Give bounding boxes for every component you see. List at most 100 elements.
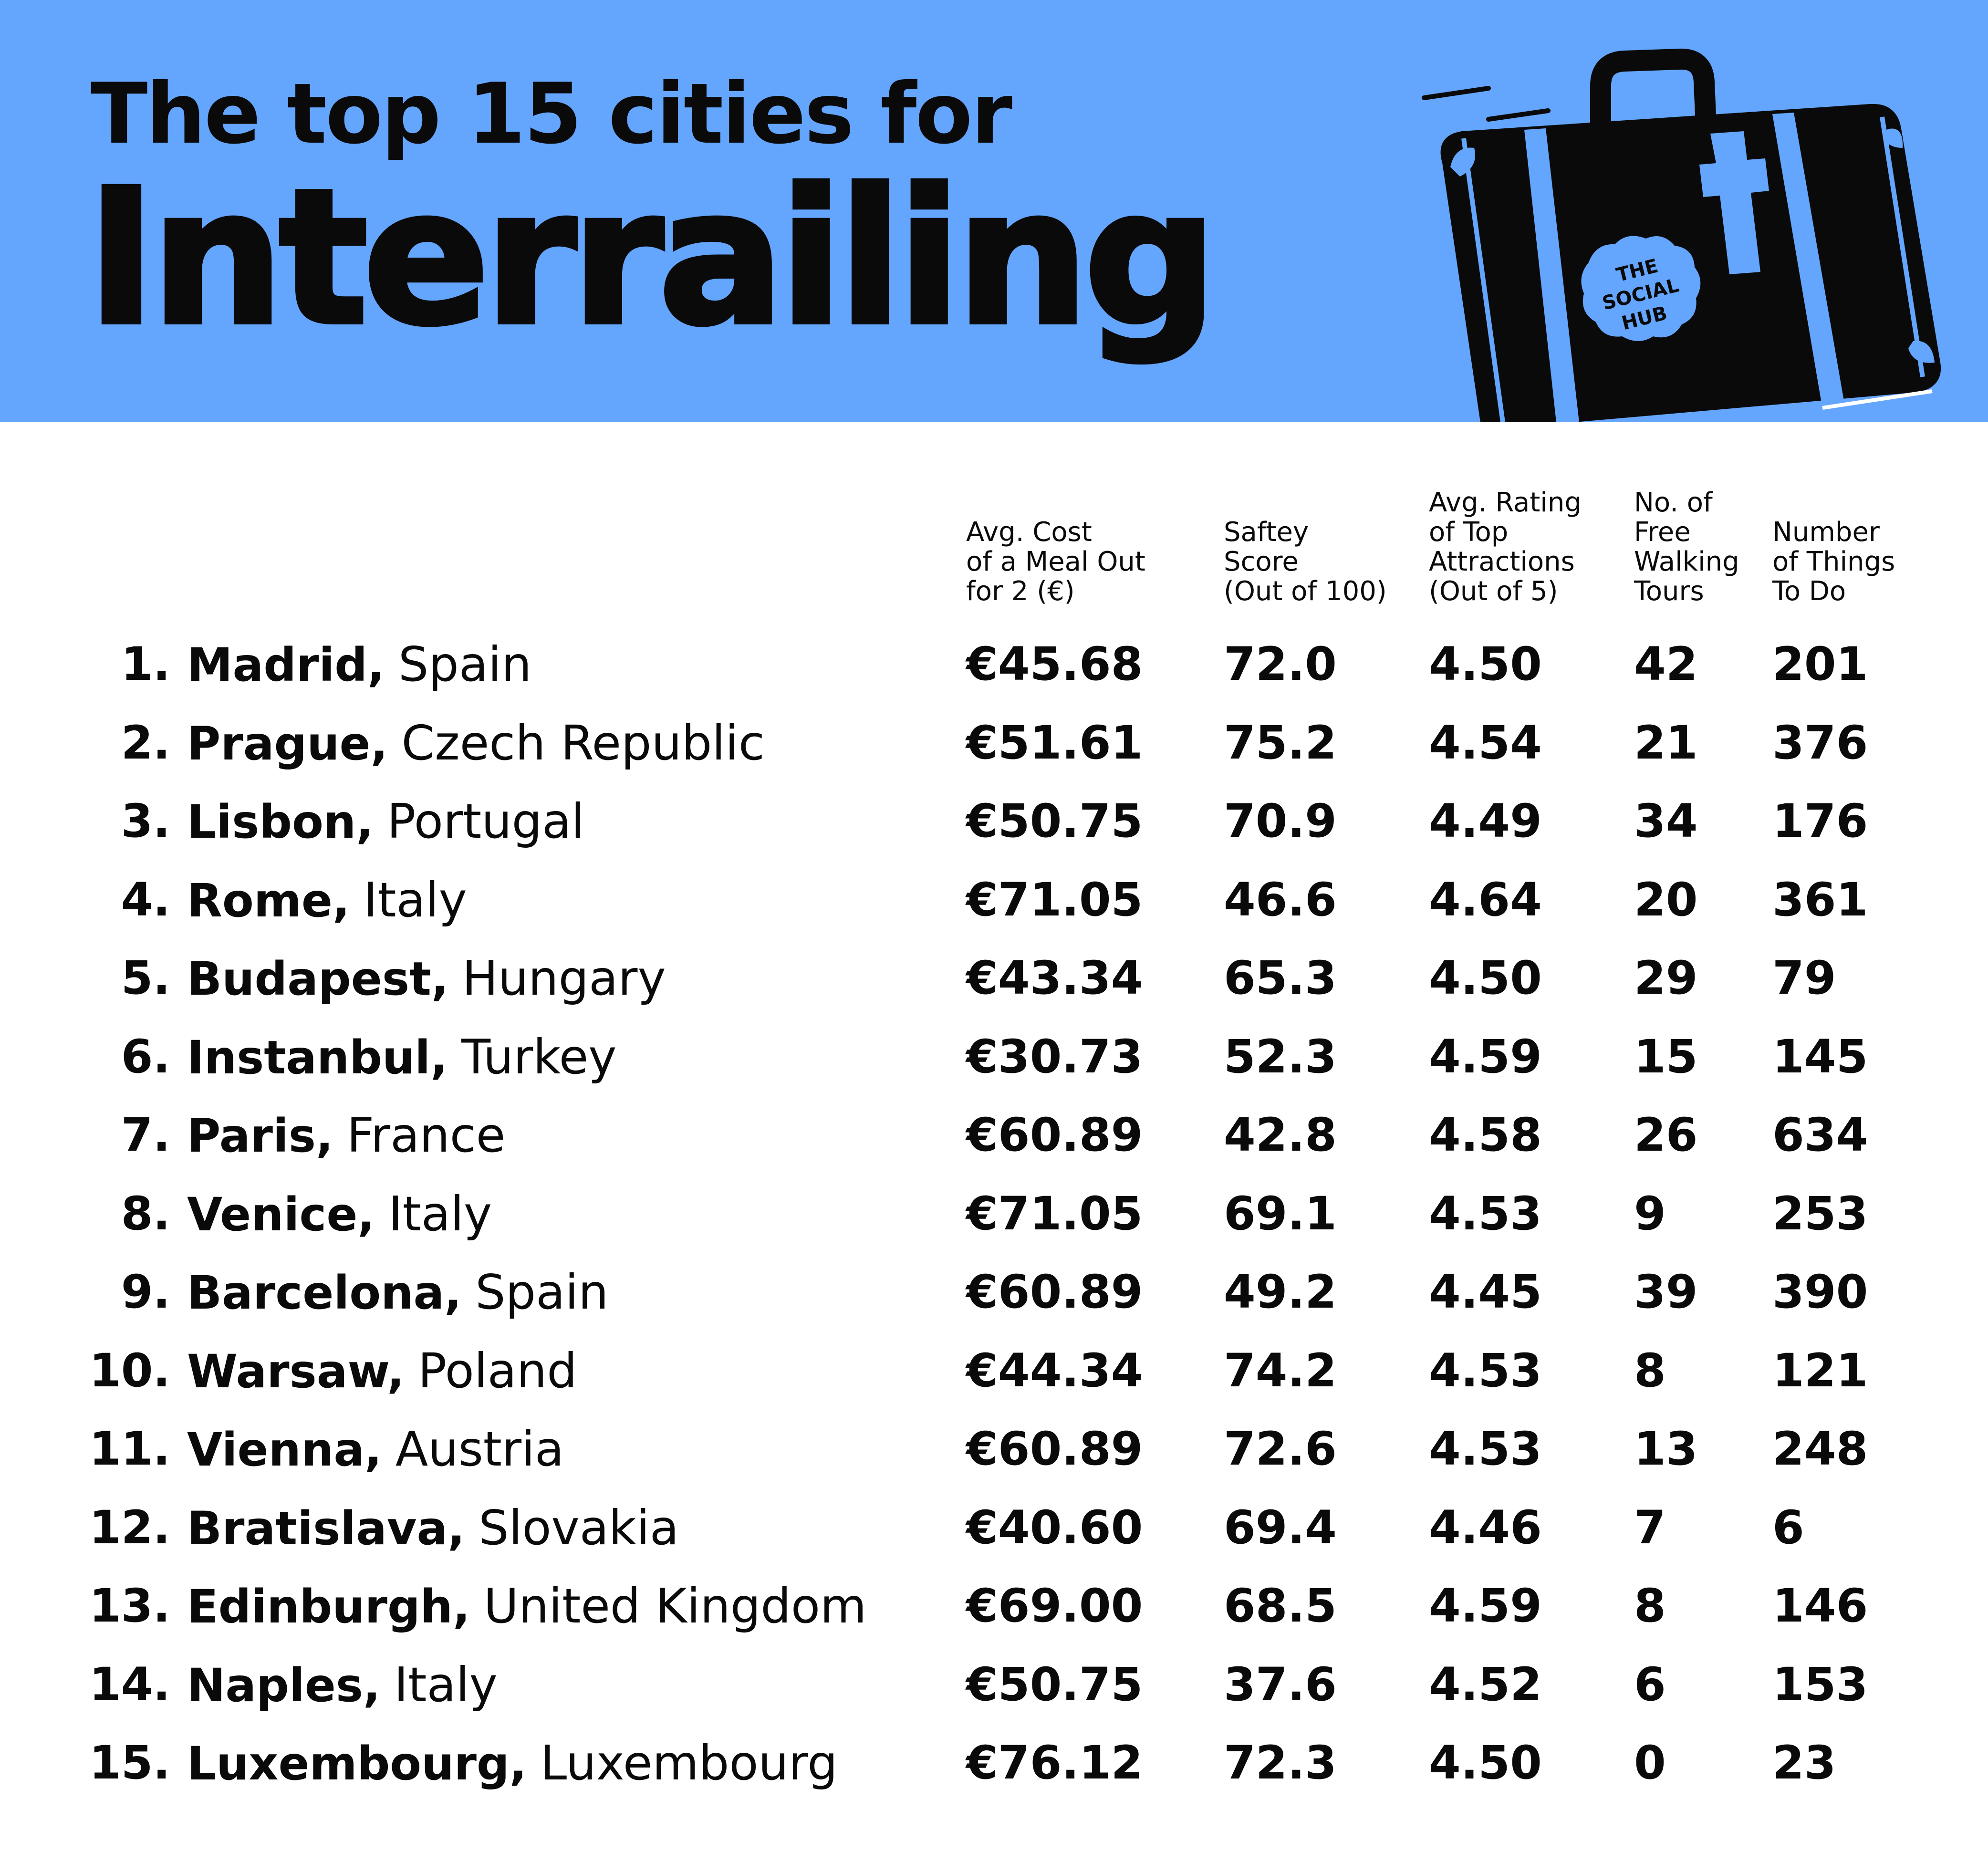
rank-number: 13.: [89, 1579, 170, 1633]
country-name: Czech Republic: [401, 715, 765, 771]
things-to-do-value: 79: [1772, 951, 1836, 1005]
meal-cost-value: €69.00: [966, 1579, 1143, 1633]
attraction-rating-value: 4.50: [1429, 1736, 1542, 1789]
rank-number: 2.: [121, 716, 170, 770]
walking-tours-value: 13: [1634, 1422, 1698, 1476]
country-name: Austria: [395, 1421, 564, 1477]
meal-cost-value: €43.34: [966, 951, 1143, 1005]
meal-cost-value: €60.89: [966, 1422, 1143, 1476]
attraction-rating-value: 4.50: [1429, 951, 1542, 1005]
things-to-do-value: 146: [1772, 1579, 1868, 1633]
things-to-do-value: 145: [1772, 1030, 1868, 1083]
rank-number: 4.: [121, 873, 170, 926]
table-row: 14. Naples, Italy €50.75 37.6 4.52 6 153: [0, 1645, 1988, 1724]
walking-tours-value: 42: [1634, 637, 1698, 691]
city-name: Edinburgh,: [187, 1580, 470, 1633]
safety-score-value: 69.1: [1224, 1186, 1337, 1240]
things-to-do-value: 361: [1772, 873, 1868, 926]
things-to-do-value: 153: [1772, 1657, 1868, 1711]
safety-score-value: 42.8: [1224, 1108, 1337, 1162]
meal-cost-value: €45.68: [966, 637, 1143, 691]
column-header-walking-tours: No. of Free Walking Tours: [1634, 487, 1739, 607]
things-to-do-value: 390: [1772, 1265, 1868, 1319]
meal-cost-value: €76.12: [966, 1736, 1143, 1789]
meal-cost-value: €51.61: [966, 716, 1143, 770]
meal-cost-value: €30.73: [966, 1030, 1143, 1083]
meal-cost-value: €50.75: [966, 794, 1143, 848]
city-name: Rome,: [187, 874, 350, 927]
meal-cost-value: €60.89: [966, 1265, 1143, 1319]
city-country: Rome, Italy: [187, 861, 467, 940]
safety-score-value: 72.0: [1224, 637, 1337, 691]
walking-tours-value: 9: [1634, 1186, 1666, 1240]
safety-score-value: 75.2: [1224, 716, 1337, 770]
city-name: Luxembourg,: [187, 1737, 527, 1790]
meal-cost-value: €60.89: [966, 1108, 1143, 1162]
country-name: United Kingdom: [483, 1578, 867, 1634]
table-row: 3. Lisbon, Portugal €50.75 70.9 4.49 34 176: [0, 782, 1988, 860]
table-row: 15. Luxembourg, Luxembourg €76.12 72.3 4.50 0…: [0, 1724, 1988, 1802]
things-to-do-value: 23: [1772, 1736, 1836, 1789]
table-row: 12. Bratislava, Slovakia €40.60 69.4 4.46 7 6: [0, 1488, 1988, 1567]
walking-tours-value: 34: [1634, 794, 1698, 848]
attraction-rating-value: 4.45: [1429, 1265, 1542, 1319]
city-name: Naples,: [187, 1658, 381, 1712]
table-row: 7. Paris, France €60.89 42.8 4.58 26 634: [0, 1096, 1988, 1174]
city-country: Barcelona, Spain: [187, 1253, 609, 1332]
country-name: Slovakia: [479, 1499, 679, 1556]
safety-score-value: 37.6: [1224, 1657, 1337, 1711]
rank-number: 3.: [121, 794, 170, 848]
city-country: Venice, Italy: [187, 1175, 492, 1254]
country-name: Spain: [398, 636, 532, 692]
city-name: Lisbon,: [187, 795, 374, 849]
walking-tours-value: 21: [1634, 716, 1698, 770]
rank-number: 12.: [89, 1500, 170, 1554]
country-name: Italy: [394, 1656, 498, 1713]
city-name: Warsaw,: [187, 1344, 405, 1398]
table-row: 6. Instanbul, Turkey €30.73 52.3 4.59 15 145: [0, 1018, 1988, 1096]
meal-cost-value: €71.05: [966, 873, 1143, 926]
safety-score-value: 65.3: [1224, 951, 1337, 1005]
walking-tours-value: 0: [1634, 1736, 1666, 1789]
city-country: Madrid, Spain: [187, 625, 531, 704]
table-row: 1. Madrid, Spain €45.68 72.0 4.50 42 201: [0, 625, 1988, 703]
table-row: 2. Prague, Czech Republic €51.61 75.2 4.54 21…: [0, 704, 1988, 782]
city-country: Luxembourg, Luxembourg: [187, 1724, 838, 1803]
city-name: Paris,: [187, 1109, 333, 1163]
city-name: Venice,: [187, 1187, 375, 1241]
country-name: Italy: [363, 872, 467, 928]
city-name: Vienna,: [187, 1423, 382, 1477]
things-to-do-value: 634: [1772, 1108, 1868, 1162]
table-row: 13. Edinburgh, United Kingdom €69.00 68.5 4.…: [0, 1567, 1988, 1645]
column-header-meal-cost: Avg. Cost of a Meal Out for 2 (€): [966, 517, 1145, 607]
table-row: 8. Venice, Italy €71.05 69.1 4.53 9 253: [0, 1175, 1988, 1253]
things-to-do-value: 176: [1772, 794, 1868, 848]
safety-score-value: 49.2: [1224, 1265, 1337, 1319]
city-name: Prague,: [187, 717, 388, 770]
country-name: Poland: [417, 1342, 577, 1399]
suitcase-icon: THE SOCIAL HUB: [1422, 48, 1941, 422]
city-country: Vienna, Austria: [187, 1410, 564, 1489]
city-name: Instanbul,: [187, 1030, 448, 1084]
city-country: Warsaw, Poland: [187, 1331, 577, 1411]
city-name: Bratislava,: [187, 1501, 465, 1555]
city-country: Budapest, Hungary: [187, 939, 666, 1018]
attraction-rating-value: 4.49: [1429, 794, 1542, 848]
safety-score-value: 72.6: [1224, 1422, 1337, 1476]
city-name: Madrid,: [187, 638, 385, 692]
country-name: Hungary: [462, 950, 666, 1006]
city-country: Naples, Italy: [187, 1645, 498, 1725]
column-header-attraction-rating: Avg. Rating of Top Attractions (Out of 5…: [1429, 487, 1582, 607]
things-to-do-value: 121: [1772, 1343, 1868, 1397]
things-to-do-value: 6: [1772, 1500, 1804, 1554]
attraction-rating-value: 4.53: [1429, 1343, 1542, 1397]
walking-tours-value: 20: [1634, 873, 1698, 926]
rank-number: 7.: [121, 1108, 170, 1162]
attraction-rating-value: 4.58: [1429, 1108, 1542, 1162]
table-row: 4. Rome, Italy €71.05 46.6 4.64 20 361: [0, 861, 1988, 939]
country-name: France: [346, 1107, 506, 1163]
things-to-do-value: 201: [1772, 637, 1868, 691]
safety-score-value: 52.3: [1224, 1030, 1337, 1083]
city-name: Barcelona,: [187, 1266, 462, 1320]
things-to-do-value: 253: [1772, 1186, 1868, 1240]
